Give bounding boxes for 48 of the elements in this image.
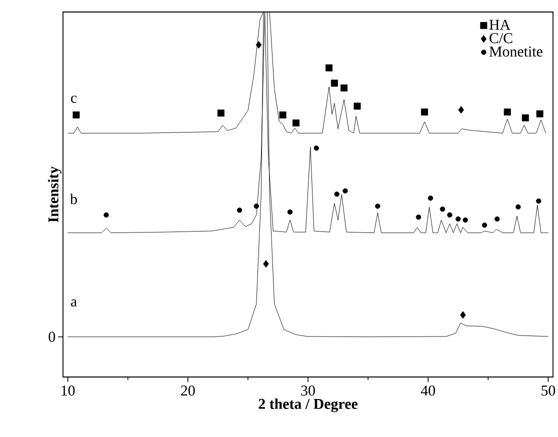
point — [482, 222, 488, 228]
point — [72, 111, 80, 118]
point — [342, 188, 348, 194]
point — [536, 110, 544, 118]
x-tick-label: 20 — [181, 386, 195, 396]
annotation: a — [70, 299, 77, 307]
point — [456, 216, 461, 222]
point — [447, 212, 452, 218]
x-tick-label: 30 — [301, 386, 315, 396]
y-axis-title: Intensity — [48, 166, 62, 222]
point — [494, 216, 500, 222]
x-axis-title: 2 theta / Degree — [258, 398, 358, 412]
point — [217, 110, 224, 117]
x-tick-label: 10 — [62, 386, 75, 396]
point — [536, 198, 542, 204]
point — [522, 114, 529, 122]
point — [340, 84, 348, 92]
point — [354, 102, 361, 110]
point — [421, 108, 428, 116]
point — [458, 106, 464, 114]
point — [236, 208, 242, 213]
x-tick-label: 50 — [542, 386, 556, 396]
point — [256, 41, 262, 49]
point — [375, 204, 380, 209]
point — [504, 108, 511, 116]
point — [334, 192, 340, 197]
x-tick-label: 40 — [420, 386, 436, 396]
point — [516, 204, 521, 210]
legend-label: HA — [489, 20, 510, 30]
point — [279, 111, 286, 118]
point — [314, 146, 320, 151]
annotation: b — [70, 194, 77, 204]
point — [440, 206, 446, 212]
point — [326, 64, 333, 72]
point — [428, 196, 434, 201]
legend-label: Monetite — [489, 46, 542, 57]
point — [416, 214, 422, 220]
point — [462, 217, 468, 223]
point — [263, 260, 269, 268]
point — [460, 311, 466, 319]
annotation: c — [71, 96, 77, 103]
point — [254, 204, 259, 209]
point — [292, 119, 300, 126]
point — [330, 80, 338, 87]
text: 0 — [48, 332, 56, 342]
point — [287, 209, 293, 215]
point — [104, 212, 109, 218]
legend-label: C/C — [490, 33, 512, 44]
